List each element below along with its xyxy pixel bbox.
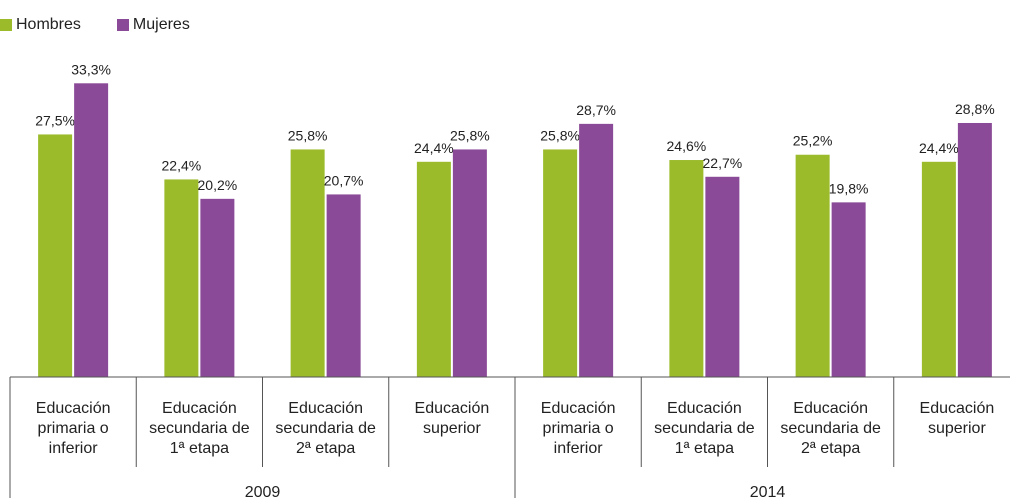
legend-label-mujeres: Mujeres — [132, 16, 190, 33]
data-label-mujeres-0: 33,3% — [71, 61, 111, 77]
category-label: inferior — [49, 440, 99, 457]
category-label: Educación — [920, 400, 995, 417]
category-label: secundaria de — [780, 420, 881, 437]
data-label-hombres-0: 27,5% — [35, 112, 75, 128]
data-label-hombres-2: 25,8% — [288, 127, 328, 143]
data-label-mujeres-3: 25,8% — [450, 127, 490, 143]
legend: Hombres Mujeres — [0, 15, 226, 35]
bar-hombres-7 — [921, 161, 956, 377]
legend-swatch-mujeres — [116, 19, 129, 31]
data-label-mujeres-7: 28,8% — [955, 101, 995, 117]
category-label: 2ª etapa — [296, 440, 355, 457]
group-label-2014: 2014 — [750, 484, 786, 501]
bar-hombres-4 — [543, 149, 578, 377]
category-label: Educación — [667, 400, 742, 417]
bar-mujeres-3 — [452, 149, 487, 377]
category-label: Educación — [415, 400, 490, 417]
category-label: 1ª etapa — [675, 440, 734, 457]
bar-hombres-2 — [290, 149, 325, 377]
data-label-mujeres-1: 20,2% — [198, 177, 238, 193]
bar-mujeres-1 — [200, 198, 235, 377]
bar-mujeres-0 — [74, 83, 109, 377]
group-label-2009: 2009 — [245, 484, 281, 501]
category-label: primaria o — [38, 420, 109, 437]
legend-label-hombres: Hombres — [16, 16, 81, 33]
data-label-mujeres-5: 22,7% — [703, 155, 743, 171]
legend-item-mujeres: Mujeres — [116, 16, 190, 34]
bar-hombres-5 — [669, 160, 704, 377]
data-label-hombres-5: 24,6% — [667, 138, 707, 154]
category-label: superior — [928, 420, 986, 437]
legend-item-hombres: Hombres — [0, 16, 81, 34]
bar-hombres-0 — [38, 134, 73, 377]
data-label-mujeres-2: 20,7% — [324, 172, 364, 188]
bar-mujeres-6 — [831, 202, 866, 377]
category-label: Educación — [793, 400, 868, 417]
data-label-hombres-4: 25,8% — [540, 127, 580, 143]
bar-hombres-6 — [795, 154, 830, 377]
category-label: Educación — [36, 400, 111, 417]
bar-mujeres-5 — [705, 176, 740, 377]
category-label: Educación — [288, 400, 363, 417]
category-label: 2ª etapa — [801, 440, 860, 457]
data-label-mujeres-4: 28,7% — [576, 102, 616, 118]
category-label: Educación — [162, 400, 237, 417]
category-label: Educación — [541, 400, 616, 417]
bar-mujeres-2 — [326, 194, 361, 377]
data-label-hombres-1: 22,4% — [162, 157, 202, 173]
category-label: superior — [423, 420, 481, 437]
data-label-hombres-6: 25,2% — [793, 133, 833, 149]
category-label: secundaria de — [149, 420, 250, 437]
category-label: inferior — [554, 440, 604, 457]
category-label: 1ª etapa — [170, 440, 229, 457]
category-label: secundaria de — [275, 420, 376, 437]
data-label-mujeres-6: 19,8% — [829, 180, 869, 196]
bar-mujeres-7 — [957, 122, 992, 377]
category-label: secundaria de — [654, 420, 755, 437]
bar-hombres-1 — [164, 179, 199, 377]
category-label: primaria o — [543, 420, 614, 437]
data-label-hombres-7: 24,4% — [919, 140, 959, 156]
data-label-hombres-3: 24,4% — [414, 140, 454, 156]
legend-swatch-hombres — [0, 19, 12, 31]
bar-mujeres-4 — [579, 123, 614, 377]
bar-hombres-3 — [416, 161, 451, 377]
